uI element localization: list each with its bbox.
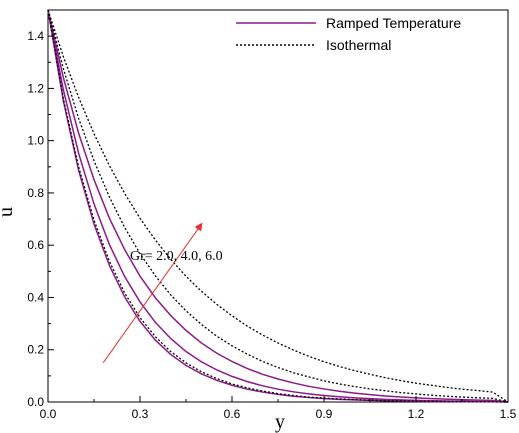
series-line-isothermal-6 — [47, 9, 509, 403]
x-tick-label: 1.2 — [408, 407, 425, 421]
legend: Ramped Temperature Isothermal — [236, 15, 461, 53]
y-tick-label: 0.2 — [27, 343, 44, 357]
series-layer — [47, 9, 509, 403]
series-line-ramped-2 — [47, 9, 509, 403]
plot-area — [47, 9, 509, 403]
annotation-text: Gr= 2.0, 4.0, 6.0 — [130, 249, 223, 264]
y-tick-label: 1.4 — [27, 29, 44, 43]
series-line-ramped-1 — [47, 9, 509, 403]
y-axis-label: u — [0, 207, 17, 217]
y-tick-label: 0.4 — [27, 290, 44, 304]
x-tick-label: 0.9 — [316, 407, 333, 421]
y-tick-label: 0.0 — [27, 395, 44, 409]
annotation: Gr= 2.0, 4.0, 6.0 — [102, 222, 223, 364]
y-tick-label: 0.6 — [27, 238, 44, 252]
series-line-ramped-3 — [47, 9, 509, 403]
y-tick-label: 1.0 — [27, 134, 44, 148]
x-axis-label: y — [275, 411, 285, 433]
x-tick-label: 0.6 — [224, 407, 241, 421]
series-line-isothermal-5 — [47, 9, 509, 403]
ticks-layer: 0.0 0.3 0.6 0.9 1.2 1.5 0.0 0.2 0.4 0.6 0.8 1.0 1.2 1… — [27, 9, 517, 421]
annotation-arrow — [102, 222, 203, 364]
y-tick-label: 1.2 — [27, 81, 44, 95]
x-tick-label: 1.5 — [500, 407, 517, 421]
y-tick-label: 0.8 — [27, 186, 44, 200]
legend-label-ramped: Ramped Temperature — [326, 15, 461, 31]
x-tick-label: 0.3 — [132, 407, 149, 421]
legend-label-isothermal: Isothermal — [326, 37, 391, 53]
x-tick-label: 0.0 — [40, 407, 57, 421]
